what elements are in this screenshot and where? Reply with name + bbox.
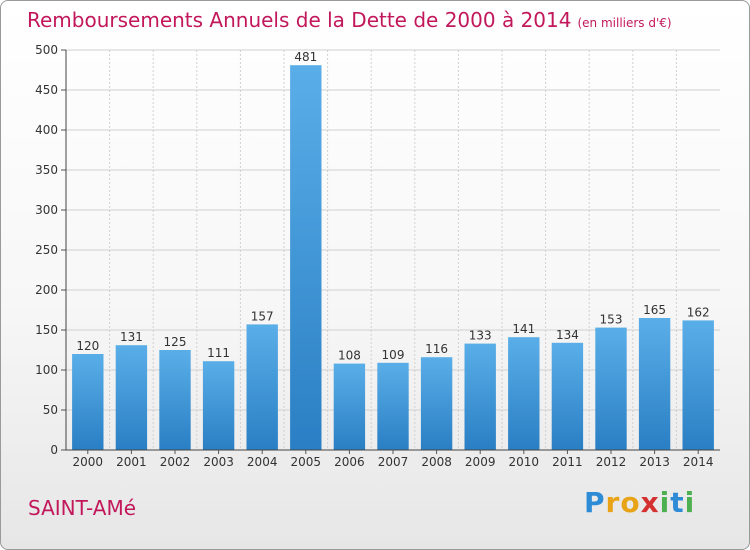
x-tick-label-2007: 2007: [378, 455, 409, 469]
x-tick-label-2004: 2004: [247, 455, 278, 469]
x-tick-label-2008: 2008: [421, 455, 452, 469]
y-tick-label: 150: [35, 323, 58, 337]
y-tick-label: 350: [35, 163, 58, 177]
x-tick-label-2006: 2006: [334, 455, 365, 469]
data-label-2002: 125: [164, 335, 187, 349]
bar-2006: [333, 363, 366, 450]
data-label-2006: 108: [338, 349, 361, 363]
y-tick-label: 450: [35, 83, 58, 97]
x-tick-label-2009: 2009: [465, 455, 496, 469]
bar-2001: [115, 345, 148, 450]
bar-2010: [508, 337, 540, 450]
data-label-2008: 116: [425, 342, 448, 356]
bar-2009: [464, 343, 496, 450]
bar-2013: [638, 318, 671, 450]
x-tick-label-2003: 2003: [203, 455, 234, 469]
x-tick-label-2013: 2013: [639, 455, 670, 469]
bar-2005: [290, 65, 322, 450]
y-tick-label: 100: [35, 363, 58, 377]
x-tick-label-2000: 2000: [73, 455, 104, 469]
chart-title: Remboursements Annuels de la Dette de 20…: [27, 8, 672, 32]
bar-2007: [377, 362, 409, 450]
bar-2011: [551, 342, 584, 450]
y-tick-label: 300: [35, 203, 58, 217]
bar-2004: [246, 324, 278, 450]
y-tick-label: 500: [35, 43, 58, 57]
data-label-2010: 141: [512, 322, 535, 336]
y-tick-label: 50: [43, 403, 58, 417]
bar-2002: [159, 350, 191, 450]
data-label-2007: 109: [382, 348, 405, 362]
y-tick-label: 200: [35, 283, 58, 297]
bar-2012: [595, 327, 627, 450]
data-label-2004: 157: [251, 309, 274, 323]
data-label-2001: 131: [120, 330, 143, 344]
x-tick-label-2014: 2014: [683, 455, 714, 469]
x-tick-label-2012: 2012: [596, 455, 627, 469]
data-label-2005: 481: [294, 50, 317, 64]
chart-title-text: Remboursements Annuels de la Dette de 20…: [27, 8, 572, 32]
x-tick-label-2005: 2005: [291, 455, 322, 469]
data-label-2013: 165: [643, 303, 666, 317]
data-label-2012: 153: [600, 313, 623, 327]
x-tick-label-2010: 2010: [509, 455, 540, 469]
y-tick-label: 250: [35, 243, 58, 257]
chart-unit: (en milliers d'€): [577, 16, 672, 30]
proxiti-logo: Proxiti: [584, 486, 696, 519]
bar-2008: [420, 357, 453, 450]
bar-2000: [72, 354, 104, 450]
data-label-2003: 111: [207, 346, 230, 360]
data-label-2011: 134: [556, 328, 579, 342]
y-tick-label: 400: [35, 123, 58, 137]
data-label-2000: 120: [76, 339, 99, 353]
y-tick-label: 0: [50, 443, 58, 457]
x-tick-label-2002: 2002: [160, 455, 191, 469]
data-label-2014: 162: [687, 305, 710, 319]
data-label-2009: 133: [469, 329, 492, 343]
bar-2014: [682, 320, 714, 450]
bar-2003: [202, 361, 235, 450]
commune-name: SAINT-AMé: [28, 496, 137, 520]
x-tick-label-2011: 2011: [552, 455, 583, 469]
x-tick-label-2001: 2001: [116, 455, 147, 469]
